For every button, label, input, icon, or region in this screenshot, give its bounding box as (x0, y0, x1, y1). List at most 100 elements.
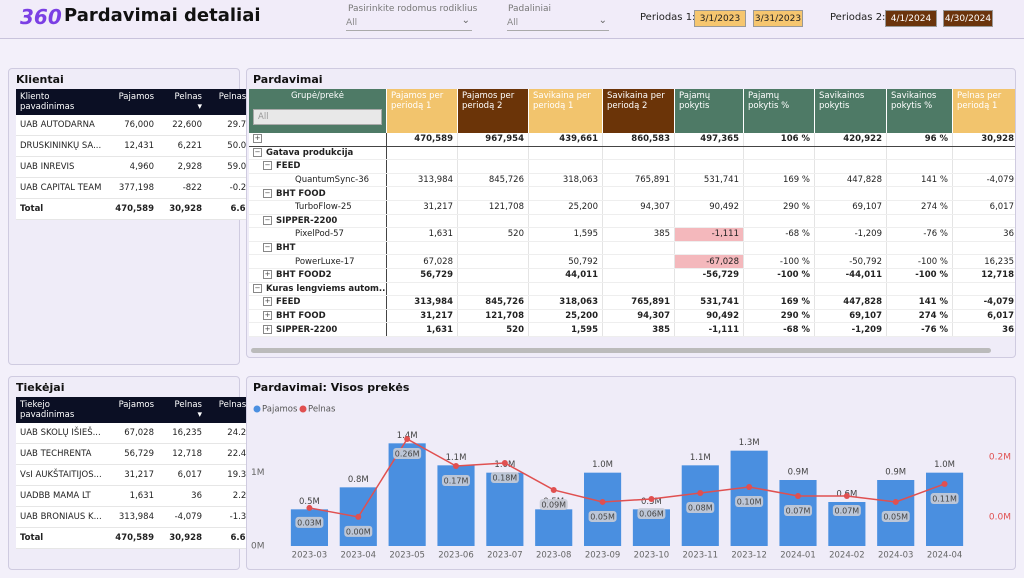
header-text: Savikainos pokytis % (891, 91, 937, 111)
row-name: BHT (276, 243, 296, 254)
expand-icon[interactable]: − (253, 147, 262, 157)
cell: 6,017 (158, 464, 206, 486)
cell: 2,928 (158, 156, 206, 178)
line-label: 0.11M (932, 494, 957, 503)
filter-dropdown[interactable]: All (346, 15, 472, 31)
row-name: TurboFlow-25 (295, 202, 352, 213)
cell: 385 (602, 322, 675, 337)
cell: -1,111 (674, 322, 744, 337)
matrix-row: − Kuras lengviems autom... (249, 282, 1015, 297)
expand-icon[interactable]: − (253, 283, 262, 293)
header-text: Grupė/prekė (290, 91, 345, 101)
row-label: − Kuras lengviems autom... (249, 282, 387, 297)
page-title: Pardavimai detaliai (64, 5, 261, 26)
x-tick-label: 2023-08 (536, 551, 572, 561)
search-box[interactable]: All (253, 109, 382, 125)
bar-label: 1.0M (934, 460, 955, 470)
panel-title: Tiekėjai (16, 381, 65, 394)
cell: 22,600 (158, 115, 206, 136)
cell: -76 % (886, 227, 953, 242)
cell (886, 159, 953, 174)
line-label: 0.07M (786, 506, 811, 515)
cell (457, 159, 529, 174)
cell: 30,928 (158, 198, 206, 220)
table-row: UAB CAPITAL TEAM 377,198 -822 -0.2 % (16, 177, 261, 199)
expand-icon[interactable]: + (253, 134, 262, 144)
date-input[interactable]: 4/30/2024 (943, 10, 993, 27)
cell (814, 241, 887, 256)
cell: 531,741 (674, 295, 744, 310)
date-input[interactable]: 3/31/2023 (753, 10, 803, 27)
row-name: QuantumSync-36 (295, 175, 370, 186)
legend-label: Pajamos (262, 405, 298, 415)
table-row: UAB SKOLŲ IŠIEŠ... 67,028 16,235 24.2 % (16, 423, 261, 444)
cell (674, 282, 744, 297)
cell: 377,198 (106, 177, 158, 199)
expand-icon[interactable]: + (263, 324, 272, 334)
cell (743, 146, 815, 161)
label-box (588, 510, 617, 522)
filter-label: Pasirinkite rodomus rodiklius (348, 4, 478, 14)
cell: 44,011 (528, 268, 603, 283)
clients-panel: Klientai Kliento pavadinimas Pajamos Pelna… (8, 68, 261, 365)
expand-icon[interactable]: − (263, 215, 272, 225)
cell: 121,708 (457, 200, 529, 215)
expand-icon[interactable]: + (263, 270, 272, 280)
cell (457, 146, 529, 161)
row-name: Kuras lengviems autom... (266, 283, 387, 294)
column-header: Savikainos pokytis (814, 89, 887, 133)
cell: UAB AUTODARNA (16, 115, 106, 136)
column-header: Kliento pavadinimas (16, 89, 106, 115)
cell: -68 % (743, 322, 815, 337)
header-text: Pajamos per periodą 2 (462, 91, 515, 111)
cell: 470,589 (386, 133, 458, 147)
row-name: BHT FOOD (276, 188, 326, 199)
matrix-row: + BHT FOOD2 56,729 44,011 -56,729 -100 % -44,0… (249, 268, 1015, 283)
column-header: Pajamos (106, 89, 158, 115)
cell: 36 (952, 227, 1015, 242)
cell: 12,718 (158, 443, 206, 465)
expand-icon[interactable]: − (263, 243, 272, 253)
column-header: Pajamų pokytis % (743, 89, 815, 133)
expand-icon[interactable]: + (263, 297, 272, 307)
cell: 31,217 (106, 464, 158, 486)
x-tick-label: 2023-07 (487, 551, 523, 561)
line-point (599, 498, 606, 505)
expand-icon[interactable]: − (263, 161, 272, 171)
row-label: PixelPod-57 (249, 227, 387, 242)
cell (952, 282, 1015, 297)
cell: 6,017 (952, 200, 1015, 215)
y2-tick-label: 0.2M (989, 452, 1011, 462)
cell: 12,718 (952, 268, 1015, 283)
filter-dropdown[interactable]: All (507, 15, 609, 31)
table-row: DRUSKININKŲ SA... 12,431 6,221 50.0 % (16, 135, 261, 157)
cell: 56,729 (106, 443, 158, 465)
x-tick-label: 2024-03 (878, 551, 914, 561)
row-label: − FEED (249, 159, 387, 174)
cell: -50,792 (814, 254, 887, 269)
date-input[interactable]: 4/1/2024 (885, 10, 937, 27)
cell (528, 282, 603, 297)
header-text: Pelnas per periodą 1 (957, 91, 1002, 111)
cell: 290 % (743, 200, 815, 215)
date-input[interactable]: 3/1/2023 (694, 10, 746, 27)
row-name: SIPPER-2200 (276, 215, 338, 226)
cell: 274 % (886, 309, 953, 324)
matrix-row: − Gatava produkcija (249, 146, 1015, 161)
cell (602, 146, 675, 161)
header-row: Grupė/prekė All Pajamos per periodą 1 Pajam… (249, 89, 1015, 133)
expand-icon[interactable]: + (263, 311, 272, 321)
row-name: FEED (276, 161, 301, 172)
y-tick-label: 0M (251, 542, 265, 552)
cell: 69,107 (814, 309, 887, 324)
line-label: 0.00M (346, 527, 371, 536)
cell: 531,741 (674, 173, 744, 188)
expand-icon[interactable]: − (263, 188, 272, 198)
column-header: Pajamos per periodą 2 (457, 89, 529, 133)
cell: 1,631 (386, 227, 458, 242)
scrollbar[interactable] (251, 348, 991, 353)
cell: 447,828 (814, 173, 887, 188)
cell: 420,922 (814, 133, 887, 147)
matrix-row: + FEED 313,984 845,726 318,063 765,891 531,741… (249, 295, 1015, 310)
panel-title: Klientai (16, 73, 64, 86)
